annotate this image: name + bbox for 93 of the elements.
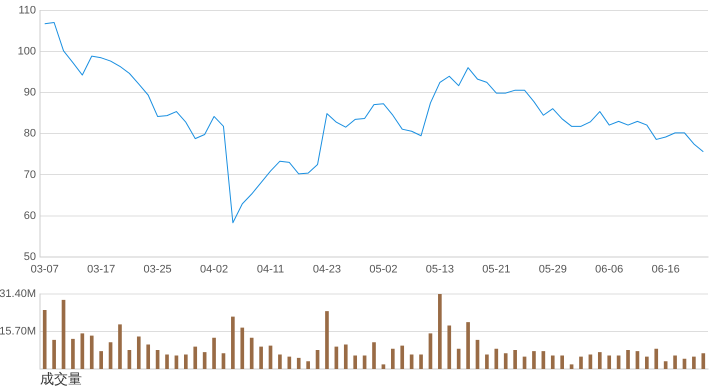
bar: [579, 356, 583, 370]
bar: [90, 336, 94, 370]
x-axis-title: 成交量: [40, 370, 82, 386]
y-tick-label: 90: [24, 86, 36, 99]
bar: [231, 316, 235, 370]
bar: [99, 351, 103, 370]
bar: [419, 354, 423, 370]
bar: [626, 350, 630, 370]
bar: [325, 311, 329, 370]
x-tick-label: 05-29: [538, 263, 567, 276]
bar: [400, 346, 404, 370]
bar: [296, 358, 301, 370]
bar: [588, 354, 592, 370]
x-tick-label: 04-02: [200, 263, 228, 276]
bar: [410, 354, 414, 370]
bar: [156, 350, 160, 370]
bar: [71, 338, 75, 370]
bar: [654, 348, 658, 370]
bar: [184, 354, 188, 370]
bar: [240, 328, 244, 370]
bar: [193, 346, 198, 370]
bar: [80, 333, 84, 370]
bar: [701, 353, 706, 370]
bar: [62, 300, 66, 370]
bar: [174, 355, 178, 370]
bar: [108, 342, 112, 370]
bar: [504, 353, 508, 370]
bar: [146, 344, 150, 370]
bar: [682, 358, 686, 370]
bar: [550, 355, 555, 370]
bar: [636, 351, 640, 370]
x-tick-label: 04-23: [312, 263, 342, 276]
bar: [456, 348, 461, 370]
bar: [353, 355, 358, 370]
bar: [344, 344, 348, 370]
x-tick-label: 03-07: [30, 263, 59, 276]
bar: [598, 352, 602, 370]
bar: [485, 354, 489, 370]
x-tick-label: 06-16: [652, 263, 680, 276]
bar: [362, 355, 366, 370]
bar: [494, 348, 498, 370]
x-tick-label: 03-17: [87, 263, 116, 276]
bar: [438, 294, 442, 370]
bar: [673, 355, 677, 370]
bar: [607, 355, 612, 370]
bar: [136, 336, 141, 370]
bar: [165, 354, 169, 370]
bar: [334, 346, 338, 370]
bar: [382, 364, 386, 370]
bar: [570, 364, 574, 370]
x-tick-label: 05-21: [482, 263, 510, 276]
y-tick-label: 80: [24, 128, 36, 140]
bar: [278, 354, 282, 370]
x-tick-label: 04-11: [256, 263, 284, 276]
bar: [128, 350, 132, 370]
bar: [52, 340, 56, 370]
bar: [268, 346, 272, 370]
bar: [306, 361, 310, 370]
bar: [532, 351, 536, 370]
bar: [372, 342, 376, 370]
bar: [664, 361, 668, 370]
bar: [542, 351, 546, 370]
bar: [42, 310, 47, 370]
bar: [287, 356, 292, 370]
x-tick-label: 05-02: [369, 263, 398, 276]
y-tick-label: 70: [24, 168, 36, 181]
bar: [447, 326, 452, 370]
x-tick-label: 06-06: [595, 263, 624, 276]
bar: [222, 353, 226, 370]
bar: [645, 356, 649, 370]
bar: [250, 338, 254, 370]
y-tick-label: 110: [18, 4, 36, 17]
bar: [390, 348, 395, 370]
x-tick-label: 03-25: [144, 263, 172, 276]
bar: [692, 356, 696, 370]
bar: [118, 324, 122, 370]
bar: [560, 355, 564, 370]
y-tick-label: 15.70M: [0, 326, 36, 338]
bar: [616, 355, 620, 370]
y-tick-label: 60: [24, 210, 36, 222]
y-tick-label: 100: [18, 46, 36, 58]
bar: [202, 352, 206, 370]
y-tick-label: 31.40M: [0, 288, 36, 300]
bar: [212, 338, 216, 370]
bar: [522, 356, 526, 370]
bar: [466, 322, 470, 370]
bar: [513, 350, 517, 370]
bar: [316, 350, 320, 370]
bar: [259, 346, 263, 370]
x-tick-label: 05-13: [426, 263, 454, 276]
bar: [476, 340, 480, 370]
bar: [428, 333, 432, 370]
y-tick-label: 50: [24, 250, 36, 263]
